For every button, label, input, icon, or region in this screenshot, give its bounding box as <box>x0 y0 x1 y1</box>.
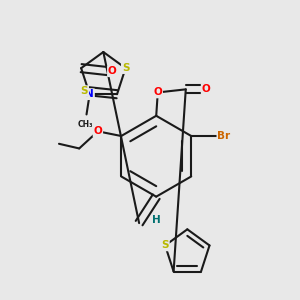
Text: S: S <box>81 86 88 96</box>
Text: Br: Br <box>217 131 230 141</box>
Text: H: H <box>152 215 161 225</box>
Text: O: O <box>94 126 102 136</box>
Text: O: O <box>202 84 210 94</box>
Text: S: S <box>122 63 129 73</box>
Text: O: O <box>108 66 117 76</box>
Text: S: S <box>161 240 169 250</box>
Text: O: O <box>153 88 162 98</box>
Text: N: N <box>85 89 94 99</box>
Text: CH₃: CH₃ <box>77 120 93 129</box>
